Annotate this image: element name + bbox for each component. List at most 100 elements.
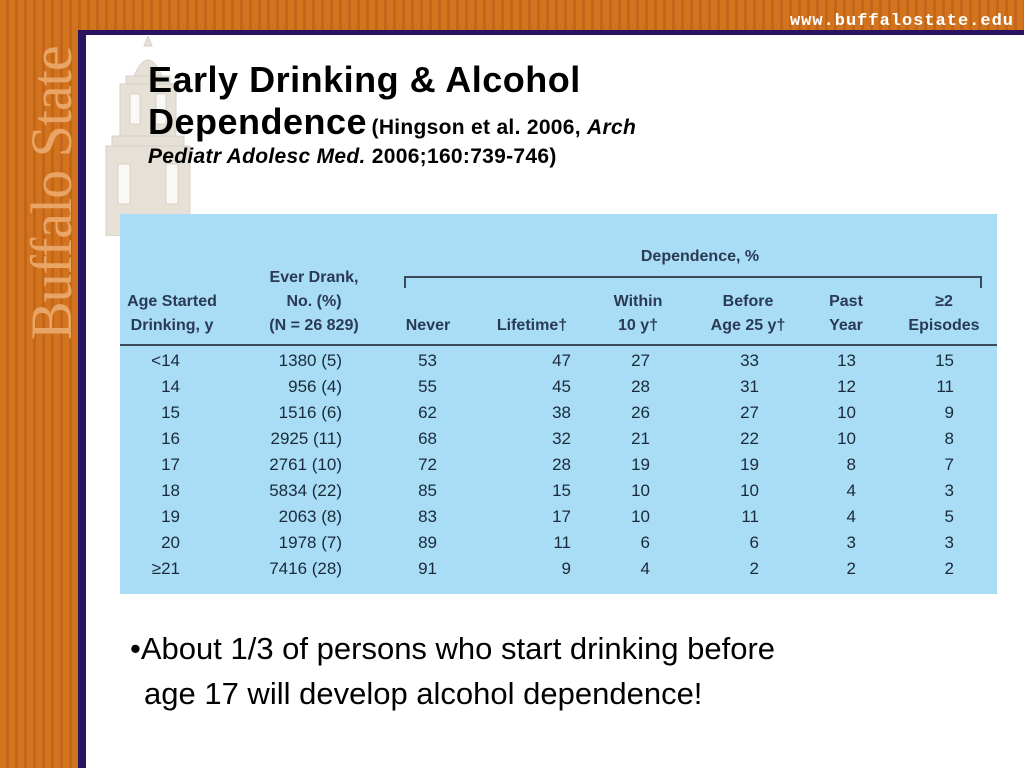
group-rule <box>404 276 982 278</box>
row-ever-drank-cell: 5834 (22) <box>269 481 342 500</box>
row-value-cell: 8 <box>846 455 856 474</box>
left-band <box>0 0 78 768</box>
row-value-cell: 10 <box>631 481 650 500</box>
row-value-cell: 33 <box>740 351 759 370</box>
row-value-cell: 27 <box>740 403 759 422</box>
row-value-cell: 22 <box>740 429 759 448</box>
group-header: Dependence, % <box>640 248 760 265</box>
row-value-cell: 6 <box>749 533 759 552</box>
row-value-cell: 3 <box>944 481 954 500</box>
row-value-cell: 27 <box>631 351 650 370</box>
row-value-cell: 4 <box>640 559 650 578</box>
left-divider <box>78 34 86 768</box>
row-age-cell: 14 <box>161 377 180 396</box>
row-value-cell: 10 <box>631 507 650 526</box>
title-line-1: Early Drinking & Alcohol <box>148 59 581 100</box>
title-line-2: Dependence <box>148 101 368 142</box>
citation-journal-b: Pediatr Adolesc Med. <box>148 145 366 168</box>
row-value-cell: 28 <box>552 455 571 474</box>
bullet-line-1: •About 1/3 of persons who start drinking… <box>130 631 776 666</box>
row-value-cell: 4 <box>846 481 856 500</box>
header-ever-drank: Ever Drank, No. (%) (N = 26 829) <box>269 269 359 334</box>
row-ever-drank-cell: 2761 (10) <box>269 455 342 474</box>
citation-suffix: 2006;160:739-746) <box>365 145 557 168</box>
row-value-cell: 15 <box>935 351 954 370</box>
row-value-cell: 2 <box>846 559 856 578</box>
row-value-cell: 15 <box>552 481 571 500</box>
row-value-cell: 72 <box>418 455 437 474</box>
row-value-cell: 31 <box>740 377 759 396</box>
group-rule-right <box>980 276 982 288</box>
row-value-cell: 47 <box>552 351 571 370</box>
row-age-cell: <14 <box>151 351 180 370</box>
row-value-cell: 2 <box>944 559 954 578</box>
header-lifetime: Lifetime† <box>496 317 568 334</box>
row-ever-drank-cell: 1516 (6) <box>278 403 342 422</box>
row-value-cell: 13 <box>837 351 856 370</box>
data-table: Dependence, % Age Started Drinking, y Eve… <box>120 214 997 594</box>
row-value-cell: 26 <box>631 403 650 422</box>
citation-journal-a: Arch <box>587 116 637 139</box>
row-value-cell: 38 <box>552 403 571 422</box>
row-value-cell: 28 <box>631 377 650 396</box>
row-ever-drank-cell: 956 (4) <box>288 377 342 396</box>
row-value-cell: 10 <box>740 481 759 500</box>
row-value-cell: 3 <box>944 533 954 552</box>
row-value-cell: 12 <box>837 377 856 396</box>
row-value-cell: 11 <box>741 507 759 526</box>
row-value-cell: 32 <box>552 429 571 448</box>
row-value-cell: 68 <box>418 429 437 448</box>
row-age-cell: 15 <box>161 403 180 422</box>
row-age-cell: ≥21 <box>151 559 180 578</box>
row-ever-drank-cell: 2925 (11) <box>270 429 342 448</box>
row-value-cell: 19 <box>740 455 759 474</box>
bullet-line-2: age 17 will develop alcohol dependence! <box>144 676 703 711</box>
header-past-year: Past Year <box>829 293 863 334</box>
row-value-cell: 2 <box>749 559 759 578</box>
row-value-cell: 83 <box>418 507 437 526</box>
row-value-cell: 53 <box>418 351 437 370</box>
citation-prefix: (Hingson et al. 2006, <box>371 116 588 139</box>
row-value-cell: 8 <box>944 429 954 448</box>
row-value-cell: 11 <box>936 377 954 396</box>
row-value-cell: 89 <box>418 533 437 552</box>
row-age-cell: 19 <box>161 507 180 526</box>
row-value-cell: 9 <box>561 559 571 578</box>
row-age-cell: 18 <box>161 481 180 500</box>
top-band <box>0 0 1024 34</box>
row-value-cell: 4 <box>846 507 856 526</box>
row-value-cell: 55 <box>418 377 437 396</box>
row-value-cell: 21 <box>631 429 650 448</box>
row-ever-drank-cell: 7416 (28) <box>269 559 342 578</box>
row-value-cell: 91 <box>418 559 437 578</box>
header-within: Within 10 y† <box>613 293 663 334</box>
row-ever-drank-cell: 2063 (8) <box>278 507 342 526</box>
slide-title: Early Drinking & Alcohol Dependence (Hin… <box>148 59 948 168</box>
row-value-cell: 85 <box>418 481 437 500</box>
row-value-cell: 45 <box>552 377 571 396</box>
brand-logo-text: Buffalo State <box>19 46 84 340</box>
row-value-cell: 10 <box>837 403 856 422</box>
header-age: Age Started Drinking, y <box>127 293 217 334</box>
bullet-text: •About 1/3 of persons who start drinking… <box>130 626 980 716</box>
row-value-cell: 19 <box>631 455 650 474</box>
header-episodes: ≥2 Episodes <box>908 293 980 334</box>
row-value-cell: 6 <box>640 533 650 552</box>
row-ever-drank-cell: 1978 (7) <box>278 533 342 552</box>
row-ever-drank-cell: 1380 (5) <box>278 351 342 370</box>
row-value-cell: 17 <box>552 507 571 526</box>
row-value-cell: 62 <box>418 403 437 422</box>
row-age-cell: 17 <box>161 455 180 474</box>
header-never: Never <box>405 317 451 334</box>
row-value-cell: 10 <box>837 429 856 448</box>
site-url: www.buffalostate.edu <box>789 12 1014 31</box>
row-age-cell: 20 <box>161 533 180 552</box>
row-value-cell: 5 <box>944 507 954 526</box>
header-before: Before Age 25 y† <box>710 293 786 334</box>
row-value-cell: 7 <box>944 455 954 474</box>
header-rule <box>120 344 997 346</box>
row-age-cell: 16 <box>161 429 180 448</box>
group-rule-left <box>404 276 406 288</box>
row-value-cell: 3 <box>846 533 856 552</box>
row-value-cell: 9 <box>944 403 954 422</box>
